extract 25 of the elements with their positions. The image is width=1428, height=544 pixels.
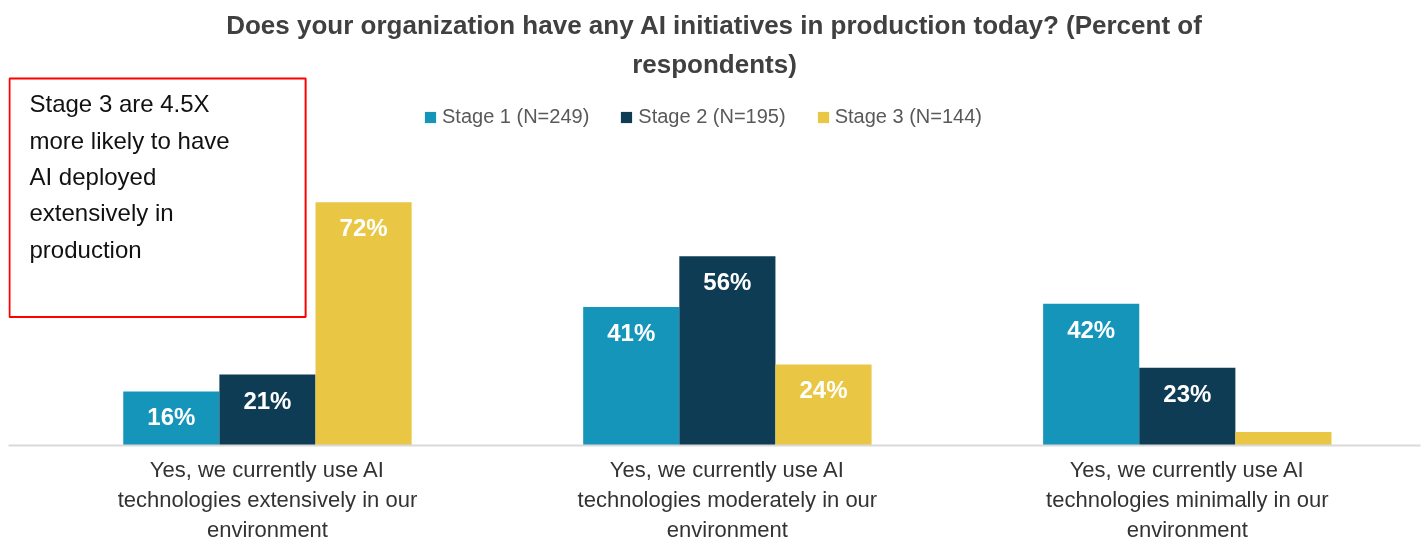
data-label: 23% xyxy=(1163,379,1212,407)
data-label: 16% xyxy=(147,403,196,431)
legend-label: Stage 2 (N=195) xyxy=(638,105,786,128)
legend-label: Stage 1 (N=249) xyxy=(442,105,590,128)
annotation: Stage 3 are 4.5X more likely to have AI deployed extensively in production xyxy=(29,90,230,263)
bar xyxy=(123,391,220,446)
bar xyxy=(583,307,680,446)
data-label: 41% xyxy=(607,319,656,347)
bar xyxy=(315,202,412,446)
x-tick-label: Yes, we currently use AI technologies extensively in our environment xyxy=(117,456,418,542)
data-label: 42% xyxy=(1067,315,1116,343)
legend-label: Stage 3 (N=144) xyxy=(834,105,982,128)
bar xyxy=(1043,303,1140,446)
chart-title: Does your organization have any AI initiatives in production today? (Percent of respondents) xyxy=(226,10,1203,80)
bar xyxy=(1139,367,1236,446)
x-tick-label: Yes, we currently use AI technologies minimally in our environment xyxy=(1046,456,1329,542)
data-label: 24% xyxy=(799,376,848,404)
bar xyxy=(1235,431,1332,446)
data-label: 72% xyxy=(339,214,388,242)
data-label: 56% xyxy=(703,268,752,296)
bar xyxy=(219,374,316,446)
bar xyxy=(679,256,776,446)
bar xyxy=(775,364,872,446)
data-label: 21% xyxy=(243,386,292,414)
x-tick-label: Yes, we currently use AI technologies moderately in our environment xyxy=(577,456,878,542)
